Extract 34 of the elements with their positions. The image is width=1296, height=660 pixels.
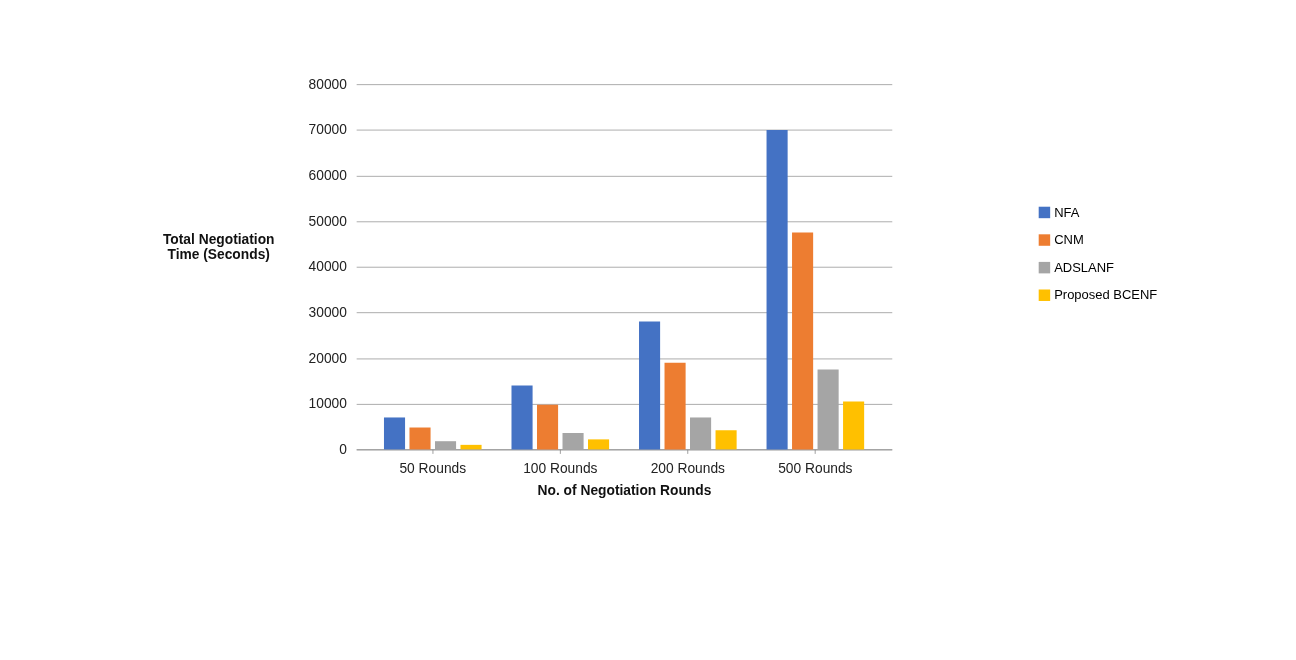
bar bbox=[664, 362, 686, 450]
bar bbox=[588, 439, 610, 450]
bar bbox=[511, 385, 533, 450]
y-tick-label: 80000 bbox=[308, 76, 348, 92]
y-tick-label: 60000 bbox=[308, 167, 348, 183]
bar bbox=[434, 441, 457, 450]
x-tick-label: 50 Rounds bbox=[399, 460, 467, 476]
x-tick-label: 200 Rounds bbox=[650, 460, 726, 476]
y-tick-label: 50000 bbox=[308, 213, 348, 229]
y-tick-label: 0 bbox=[339, 441, 348, 457]
legend-label: CNM bbox=[1054, 232, 1084, 248]
x-tick-label: 100 Rounds bbox=[523, 460, 598, 476]
y-tick-label: 10000 bbox=[308, 396, 348, 412]
bar bbox=[690, 417, 712, 450]
bar bbox=[639, 321, 661, 450]
y-axis-title: Total Negotiation Time (Seconds) bbox=[162, 231, 275, 263]
bar bbox=[766, 129, 788, 450]
bar bbox=[460, 444, 482, 450]
bar bbox=[409, 427, 431, 450]
legend-label: ADSLANF bbox=[1054, 259, 1115, 275]
y-tick-label: 70000 bbox=[308, 122, 348, 138]
bar bbox=[383, 417, 406, 450]
legend-label: NFA bbox=[1054, 204, 1080, 220]
bar bbox=[792, 232, 814, 450]
bar bbox=[715, 430, 737, 450]
bar bbox=[562, 432, 584, 450]
bar bbox=[537, 404, 559, 450]
bar bbox=[843, 401, 865, 450]
y-tick-label: 20000 bbox=[308, 350, 348, 366]
legend-label: Proposed BCENF bbox=[1054, 287, 1158, 303]
y-tick-label: 40000 bbox=[308, 259, 348, 275]
x-axis-title: No. of Negotiation Rounds bbox=[537, 483, 712, 499]
y-tick-label: 30000 bbox=[308, 304, 348, 320]
x-tick-label: 500 Rounds bbox=[778, 460, 853, 476]
